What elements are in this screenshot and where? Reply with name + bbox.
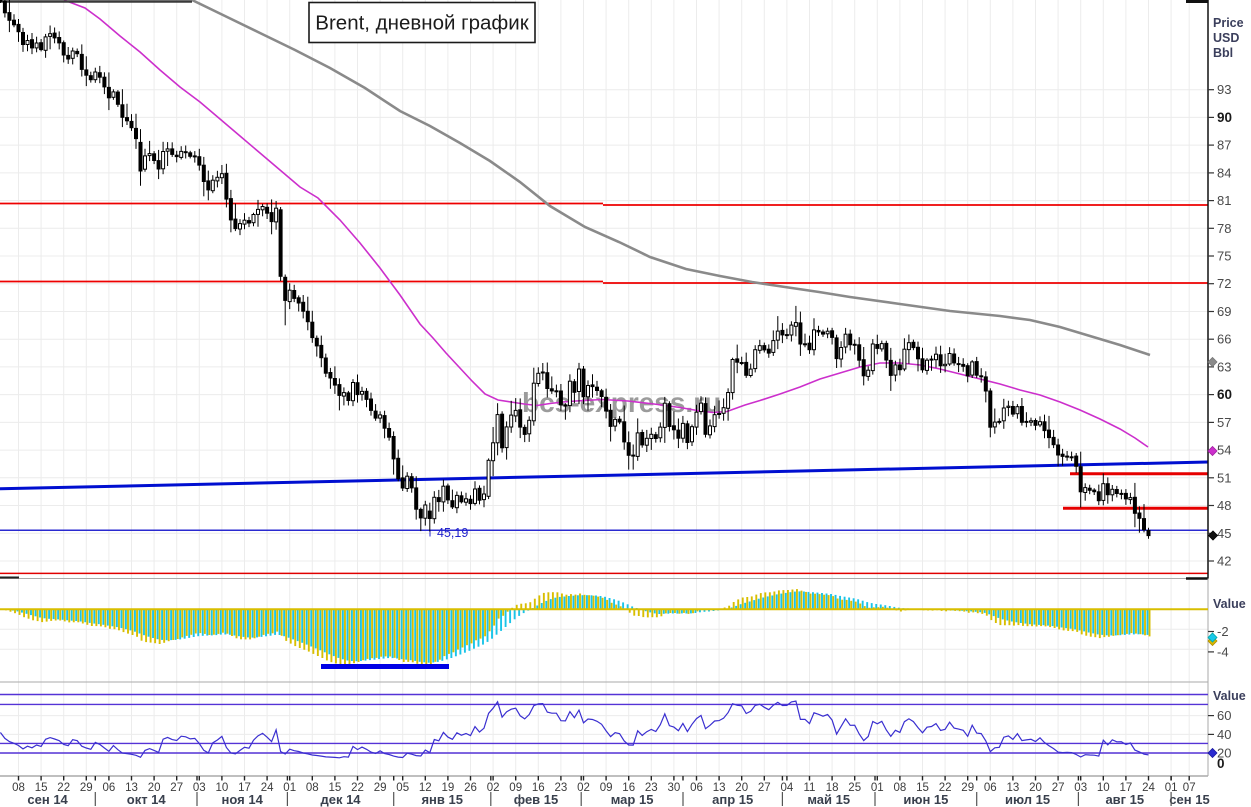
svg-text:30: 30 xyxy=(668,782,681,794)
svg-text:54: 54 xyxy=(1217,443,1231,458)
svg-text:09: 09 xyxy=(600,782,613,794)
svg-text:авг 15: авг 15 xyxy=(1105,792,1144,807)
svg-text:81: 81 xyxy=(1217,193,1231,208)
svg-text:40: 40 xyxy=(1217,727,1231,742)
svg-text:0: 0 xyxy=(1217,756,1225,771)
svg-text:75: 75 xyxy=(1217,249,1231,264)
svg-text:25: 25 xyxy=(848,782,861,794)
svg-text:18: 18 xyxy=(826,782,839,794)
svg-text:17: 17 xyxy=(238,782,251,794)
svg-text:06: 06 xyxy=(690,782,703,794)
svg-text:окт 14: окт 14 xyxy=(127,792,167,807)
svg-text:04: 04 xyxy=(781,782,794,794)
svg-text:Value: Value xyxy=(1213,597,1246,611)
svg-text:20: 20 xyxy=(1217,746,1231,761)
svg-text:20: 20 xyxy=(148,782,161,794)
svg-text:48: 48 xyxy=(1217,498,1231,513)
svg-text:02: 02 xyxy=(577,782,590,794)
svg-text:23: 23 xyxy=(555,782,568,794)
svg-text:USD: USD xyxy=(1213,31,1239,45)
svg-text:45,19: 45,19 xyxy=(437,526,468,540)
svg-text:27: 27 xyxy=(758,782,771,794)
svg-text:22: 22 xyxy=(939,782,952,794)
svg-text:11: 11 xyxy=(804,782,816,794)
svg-text:сен 15: сен 15 xyxy=(1169,792,1209,807)
svg-text:ноя 14: ноя 14 xyxy=(222,792,264,807)
svg-text:сен 14: сен 14 xyxy=(27,792,68,807)
svg-text:июл 15: июл 15 xyxy=(1005,792,1050,807)
svg-text:16: 16 xyxy=(532,782,545,794)
svg-text:51: 51 xyxy=(1217,470,1231,485)
svg-text:-2: -2 xyxy=(1217,624,1229,639)
svg-text:22: 22 xyxy=(57,782,70,794)
svg-text:20: 20 xyxy=(1029,782,1042,794)
svg-text:15: 15 xyxy=(916,782,929,794)
svg-text:15: 15 xyxy=(35,782,48,794)
svg-text:23: 23 xyxy=(645,782,658,794)
svg-text:07: 07 xyxy=(1183,782,1196,794)
svg-text:42: 42 xyxy=(1217,554,1231,569)
svg-text:15: 15 xyxy=(329,782,342,794)
svg-text:13: 13 xyxy=(1007,782,1020,794)
svg-text:20: 20 xyxy=(735,782,748,794)
svg-text:13: 13 xyxy=(713,782,726,794)
svg-text:06: 06 xyxy=(984,782,997,794)
svg-text:08: 08 xyxy=(12,782,25,794)
svg-text:дек 14: дек 14 xyxy=(320,792,361,807)
svg-text:19: 19 xyxy=(442,782,455,794)
svg-text:Brent, дневной график: Brent, дневной график xyxy=(315,12,529,35)
svg-text:03: 03 xyxy=(193,782,206,794)
svg-text:72: 72 xyxy=(1217,276,1231,291)
svg-text:01: 01 xyxy=(871,782,884,794)
svg-text:01: 01 xyxy=(1165,782,1178,794)
svg-text:13: 13 xyxy=(125,782,138,794)
svg-text:29: 29 xyxy=(80,782,93,794)
svg-text:29: 29 xyxy=(961,782,974,794)
svg-text:29: 29 xyxy=(374,782,387,794)
svg-text:05: 05 xyxy=(396,782,409,794)
svg-text:01: 01 xyxy=(283,782,296,794)
svg-text:мар 15: мар 15 xyxy=(611,792,654,807)
svg-text:78: 78 xyxy=(1217,221,1231,236)
svg-text:май 15: май 15 xyxy=(807,792,850,807)
svg-text:09: 09 xyxy=(509,782,522,794)
svg-text:06: 06 xyxy=(103,782,116,794)
svg-text:16: 16 xyxy=(622,782,635,794)
svg-text:93: 93 xyxy=(1217,82,1231,97)
svg-text:03: 03 xyxy=(1074,782,1087,794)
svg-text:08: 08 xyxy=(894,782,907,794)
svg-text:Value: Value xyxy=(1213,689,1246,703)
svg-text:17: 17 xyxy=(1120,782,1133,794)
svg-text:янв 15: янв 15 xyxy=(421,792,463,807)
svg-text:10: 10 xyxy=(1097,782,1110,794)
svg-text:27: 27 xyxy=(170,782,183,794)
svg-text:Price: Price xyxy=(1213,16,1244,30)
svg-text:24: 24 xyxy=(1142,782,1155,794)
svg-text:87: 87 xyxy=(1217,138,1231,153)
svg-text:90: 90 xyxy=(1217,110,1232,125)
svg-text:-4: -4 xyxy=(1217,644,1229,659)
svg-text:60: 60 xyxy=(1217,708,1231,723)
svg-text:57: 57 xyxy=(1217,415,1231,430)
svg-text:Bbl: Bbl xyxy=(1213,46,1233,60)
svg-text:63: 63 xyxy=(1217,359,1231,374)
svg-text:08: 08 xyxy=(306,782,319,794)
svg-text:фев 15: фев 15 xyxy=(514,792,559,807)
svg-text:84: 84 xyxy=(1217,165,1231,180)
svg-text:24: 24 xyxy=(261,782,274,794)
svg-text:26: 26 xyxy=(464,782,477,794)
svg-text:69: 69 xyxy=(1217,304,1231,319)
svg-text:10: 10 xyxy=(216,782,229,794)
svg-text:22: 22 xyxy=(351,782,364,794)
svg-text:60: 60 xyxy=(1217,387,1232,402)
svg-text:апр 15: апр 15 xyxy=(712,792,753,807)
svg-text:66: 66 xyxy=(1217,332,1231,347)
svg-text:июн 15: июн 15 xyxy=(903,792,948,807)
svg-text:12: 12 xyxy=(419,782,432,794)
svg-text:27: 27 xyxy=(1052,782,1065,794)
svg-text:45: 45 xyxy=(1217,526,1231,541)
svg-text:02: 02 xyxy=(487,782,500,794)
